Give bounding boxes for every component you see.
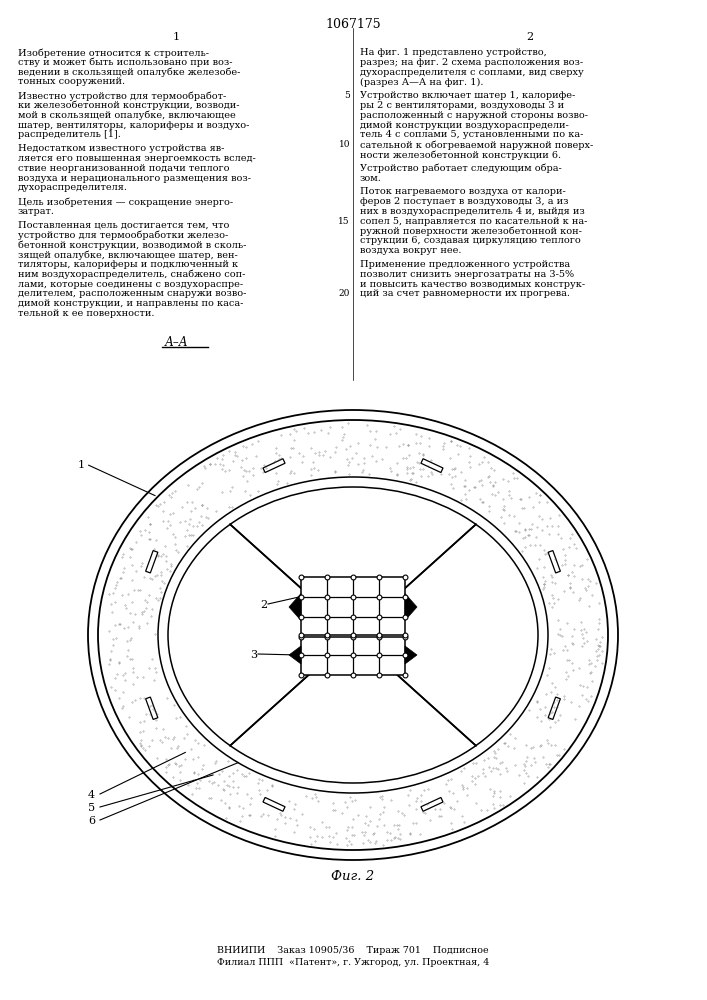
Text: сопел 5, направляется по касательной к на-: сопел 5, направляется по касательной к н…: [360, 217, 588, 226]
Text: тиляторы, калориферы и подключенный к: тиляторы, калориферы и подключенный к: [18, 260, 238, 269]
Text: Изобретение относится к строитель-: Изобретение относится к строитель-: [18, 48, 209, 57]
Bar: [301, 577, 405, 637]
Text: сательной к обогреваемой наружной поверх-: сательной к обогреваемой наружной поверх…: [360, 140, 593, 150]
Text: и повысить качество возводимых конструк-: и повысить качество возводимых конструк-: [360, 280, 585, 289]
Text: них в воздухораспределитель 4 и, выйдя из: них в воздухораспределитель 4 и, выйдя и…: [360, 207, 585, 216]
Text: воздуха и нерационального размещения воз-: воздуха и нерационального размещения воз…: [18, 174, 251, 183]
Polygon shape: [263, 459, 285, 473]
Text: 2: 2: [527, 32, 534, 42]
Text: 1067175: 1067175: [325, 18, 381, 31]
Polygon shape: [548, 697, 561, 719]
Text: 15: 15: [339, 217, 350, 226]
Text: 6: 6: [88, 816, 95, 826]
Text: струкции 6, создавая циркуляцию теплого: струкции 6, создавая циркуляцию теплого: [360, 236, 580, 245]
Text: затрат.: затрат.: [18, 207, 55, 216]
Text: ций за счет равномерности их прогрева.: ций за счет равномерности их прогрева.: [360, 289, 570, 298]
Polygon shape: [405, 646, 417, 664]
Text: ки железобетонной конструкции, возводи-: ки железобетонной конструкции, возводи-: [18, 101, 240, 110]
Text: устройство для термообработки железо-: устройство для термообработки железо-: [18, 231, 228, 240]
Text: (разрез А—А на фиг. 1).: (разрез А—А на фиг. 1).: [360, 77, 484, 87]
Text: духораспределителя с соплами, вид сверху: духораспределителя с соплами, вид сверху: [360, 68, 584, 77]
Text: 1: 1: [78, 460, 85, 470]
Text: ружной поверхности железобетонной кон-: ружной поверхности железобетонной кон-: [360, 227, 582, 236]
Text: разрез; на фиг. 2 схема расположения воз-: разрез; на фиг. 2 схема расположения воз…: [360, 58, 583, 67]
Polygon shape: [405, 593, 417, 620]
Polygon shape: [146, 551, 158, 573]
Text: позволит снизить энергозатраты на 3-5%: позволит снизить энергозатраты на 3-5%: [360, 270, 574, 279]
Text: Применение предложенного устройства: Применение предложенного устройства: [360, 260, 570, 269]
Text: 5: 5: [344, 91, 350, 100]
Text: 4: 4: [88, 790, 95, 800]
Text: 3: 3: [250, 650, 257, 660]
Text: ляется его повышенная энергоемкость вслед-: ляется его повышенная энергоемкость всле…: [18, 154, 256, 163]
Text: Устройство работает следующим обра-: Устройство работает следующим обра-: [360, 164, 562, 173]
Text: ствие неорганизованной подачи теплого: ствие неорганизованной подачи теплого: [18, 164, 230, 173]
Polygon shape: [548, 551, 561, 573]
Text: делителем, расположенным снаружи возво-: делителем, расположенным снаружи возво-: [18, 289, 246, 298]
Text: зящей опалубке, включающее шатер, вен-: зящей опалубке, включающее шатер, вен-: [18, 250, 238, 260]
Text: мой в скользящей опалубке, включающее: мой в скользящей опалубке, включающее: [18, 111, 235, 120]
Text: бетонной конструкции, возводимой в сколь-: бетонной конструкции, возводимой в сколь…: [18, 240, 246, 250]
Bar: [301, 635, 405, 675]
Text: зом.: зом.: [360, 174, 382, 183]
Polygon shape: [421, 459, 443, 473]
Text: воздуха вокруг нее.: воздуха вокруг нее.: [360, 246, 462, 255]
Polygon shape: [146, 697, 158, 719]
Polygon shape: [289, 593, 301, 620]
Text: феров 2 поступает в воздуховоды 3, а из: феров 2 поступает в воздуховоды 3, а из: [360, 197, 568, 206]
Text: димой конструкции воздухораспредели-: димой конструкции воздухораспредели-: [360, 121, 568, 130]
Text: Фиг. 2: Фиг. 2: [332, 870, 375, 883]
Text: лами, которые соединены с воздухораспре-: лами, которые соединены с воздухораспре-: [18, 280, 243, 289]
Text: ности железобетонной конструкции 6.: ности железобетонной конструкции 6.: [360, 150, 561, 159]
Text: 10: 10: [339, 140, 350, 149]
Text: ВНИИПИ    Заказ 10905/36    Тираж 701    Подписное: ВНИИПИ Заказ 10905/36 Тираж 701 Подписно…: [217, 946, 489, 955]
Text: Цель изобретения — сокращение энерго-: Цель изобретения — сокращение энерго-: [18, 197, 233, 207]
Text: А–А: А–А: [165, 336, 189, 349]
Text: тонных сооружений.: тонных сооружений.: [18, 77, 125, 86]
Text: ним воздухораспределитель, снабжено соп-: ним воздухораспределитель, снабжено соп-: [18, 270, 245, 279]
Text: 2: 2: [260, 600, 267, 610]
Text: Филиал ППП  «Патент», г. Ужгород, ул. Проектная, 4: Филиал ППП «Патент», г. Ужгород, ул. Про…: [217, 958, 489, 967]
Text: тель 4 с соплами 5, установленными по ка-: тель 4 с соплами 5, установленными по ка…: [360, 130, 583, 139]
Text: расположенный с наружной стороны возво-: расположенный с наружной стороны возво-: [360, 111, 588, 120]
Polygon shape: [421, 797, 443, 811]
Text: 20: 20: [339, 289, 350, 298]
Text: шатер, вентиляторы, калориферы и воздухо-: шатер, вентиляторы, калориферы и воздухо…: [18, 121, 250, 130]
Text: ведении в скользящей опалубке железобе-: ведении в скользящей опалубке железобе-: [18, 68, 240, 77]
Text: Поставленная цель достигается тем, что: Поставленная цель достигается тем, что: [18, 221, 229, 230]
Text: Недостатком известного устройства яв-: Недостатком известного устройства яв-: [18, 144, 224, 153]
Text: ству и может быть использовано при воз-: ству и может быть использовано при воз-: [18, 58, 233, 67]
Text: Устройство включает шатер 1, калорифе-: Устройство включает шатер 1, калорифе-: [360, 91, 575, 100]
Text: духораспределителя.: духораспределителя.: [18, 183, 128, 192]
Text: димой конструкции, и направлены по каса-: димой конструкции, и направлены по каса-: [18, 299, 243, 308]
Text: тельной к ее поверхности.: тельной к ее поверхности.: [18, 309, 155, 318]
Text: 1: 1: [173, 32, 180, 42]
Text: На фиг. 1 представлено устройство,: На фиг. 1 представлено устройство,: [360, 48, 547, 57]
Polygon shape: [263, 797, 285, 811]
Text: Известно устройство для термообработ-: Известно устройство для термообработ-: [18, 91, 226, 101]
Text: распределитель [1].: распределитель [1].: [18, 130, 121, 139]
Text: ры 2 с вентиляторами, воздуховоды 3 и: ры 2 с вентиляторами, воздуховоды 3 и: [360, 101, 564, 110]
Polygon shape: [289, 646, 301, 664]
Text: Поток нагреваемого воздуха от калори-: Поток нагреваемого воздуха от калори-: [360, 187, 566, 196]
Text: 5: 5: [88, 803, 95, 813]
